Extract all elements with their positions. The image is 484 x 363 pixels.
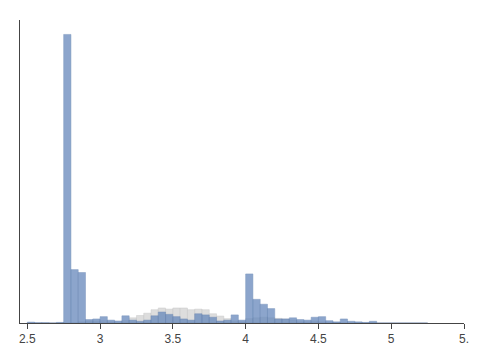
svg-text:4.5: 4.5 [310, 332, 327, 346]
svg-text:4: 4 [242, 332, 249, 346]
svg-text:3: 3 [97, 332, 104, 346]
svg-text:3.5: 3.5 [165, 332, 182, 346]
svg-text:2.5: 2.5 [19, 332, 36, 346]
svg-text:5.: 5. [459, 332, 469, 346]
svg-text:5: 5 [388, 332, 395, 346]
